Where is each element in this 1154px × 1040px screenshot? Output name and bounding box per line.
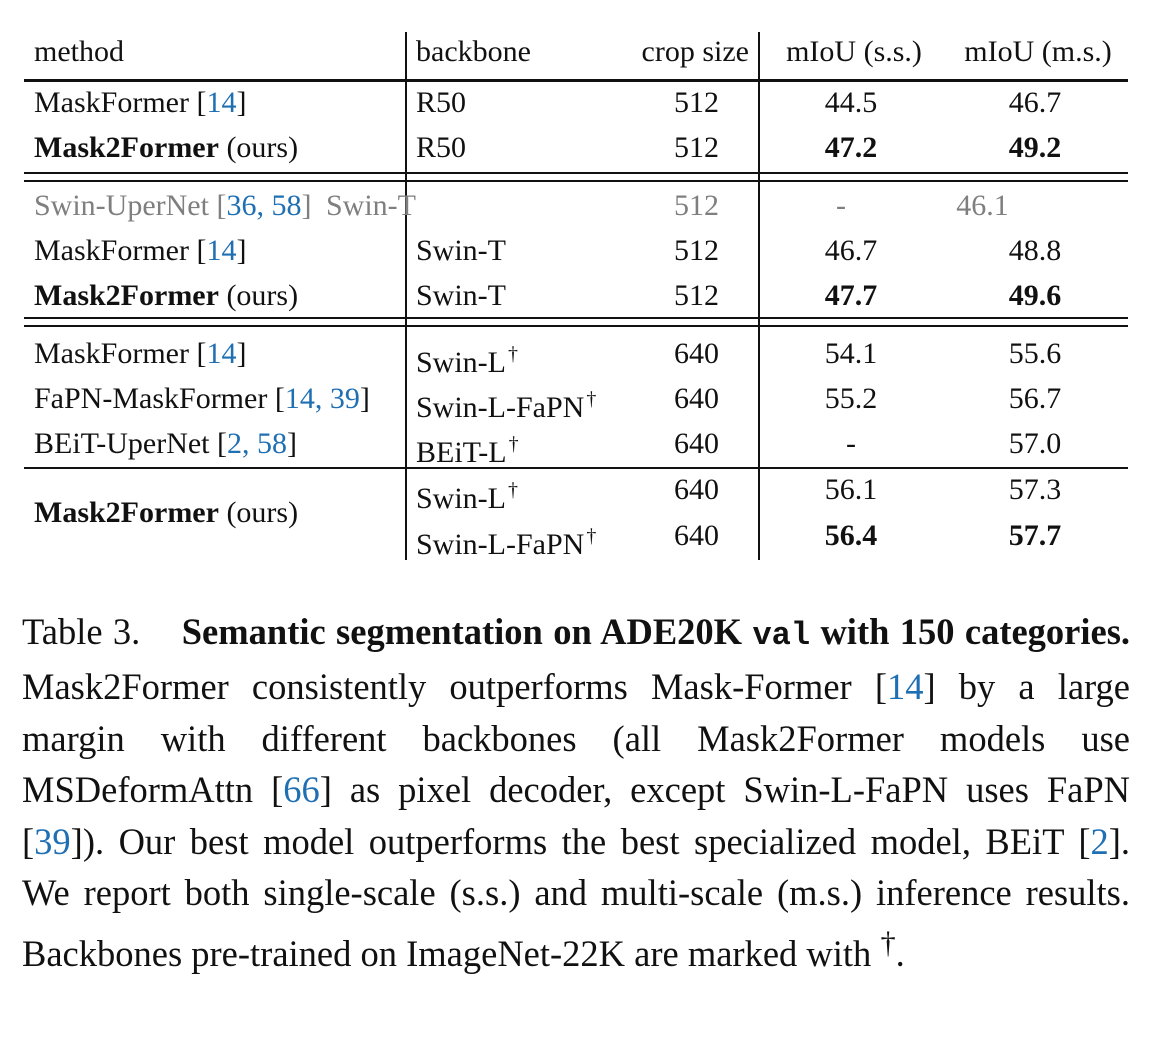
dagger-mark: † bbox=[508, 433, 519, 455]
dagger-mark: † bbox=[508, 343, 518, 365]
citation-link[interactable]: 14 bbox=[886, 666, 924, 708]
crop-size-cell: 512 bbox=[674, 234, 719, 267]
table-rule bbox=[24, 79, 1128, 82]
caption-title: Semantic segmentation on ADE20K val with… bbox=[181, 611, 1131, 654]
citation-link[interactable]: 14 bbox=[206, 86, 237, 119]
miou-ss-cell: 47.2 bbox=[824, 131, 878, 164]
backbone-cell: Swin-L † bbox=[416, 343, 518, 379]
miou-ms-cell: 57.0 bbox=[1008, 427, 1062, 460]
miou-ss-cell: 56.4 bbox=[824, 519, 878, 552]
miou-ms-cell: 56.7 bbox=[1008, 382, 1062, 415]
miou-ss-cell: 56.1 bbox=[824, 473, 878, 506]
crop-size-cell: 640 bbox=[674, 427, 719, 460]
dagger-mark: † bbox=[586, 388, 597, 410]
method-cell: Mask2Former (ours) bbox=[34, 496, 299, 529]
method-cell: Mask2Former (ours) bbox=[34, 131, 299, 164]
miou-ss-cell: 44.5 bbox=[824, 86, 878, 119]
miou-ss-cell: 46.7 bbox=[824, 234, 878, 267]
citation-link[interactable]: 14, 39 bbox=[284, 382, 360, 415]
column-divider bbox=[405, 32, 407, 560]
citation-link[interactable]: 2, 58 bbox=[227, 427, 288, 460]
table-rule bbox=[24, 180, 1128, 182]
method-cell: FaPN-MaskFormer [14, 39] bbox=[34, 382, 370, 415]
header-crop-size: crop size bbox=[641, 35, 749, 68]
miou-ms-cell: 49.2 bbox=[1008, 131, 1062, 164]
method-cell: Swin-UperNet [36, 58] bbox=[34, 189, 312, 222]
crop-size-cell: 640 bbox=[674, 382, 719, 415]
backbone-cell: Swin-L † bbox=[416, 479, 518, 515]
header-miou-ms: mIoU (m.s.) bbox=[964, 35, 1112, 68]
crop-size-cell: 640 bbox=[674, 519, 719, 552]
miou-ms-cell: 55.6 bbox=[1008, 337, 1062, 370]
results-table: method backbone crop size mIoU (s.s.) mIoU (… bbox=[24, 22, 1128, 562]
crop-size-cell: 512 bbox=[674, 86, 719, 119]
header-miou-ss: mIoU (s.s.) bbox=[786, 35, 922, 68]
method-cell: BEiT-UperNet [2, 58] bbox=[34, 427, 298, 460]
citation-link[interactable]: 14 bbox=[206, 337, 237, 370]
backbone-cell: Swin-T bbox=[416, 234, 506, 267]
citation-link[interactable]: 36, 58 bbox=[226, 189, 302, 222]
dagger-mark: † bbox=[508, 479, 518, 501]
table-rule bbox=[24, 172, 1128, 174]
miou-ss-cell: 47.7 bbox=[824, 279, 878, 312]
table-caption: Table 3. Semantic segmentation on ADE20K… bbox=[22, 611, 1131, 975]
header-backbone: backbone bbox=[416, 35, 531, 68]
crop-size-cell: 640 bbox=[674, 337, 719, 370]
miou-ms-cell: 48.8 bbox=[1008, 234, 1062, 267]
miou-ms-cell: 57.3 bbox=[1008, 473, 1062, 506]
miou-ms-cell: 46.7 bbox=[1008, 86, 1062, 119]
backbone-cell: Swin-L-FaPN † bbox=[416, 525, 597, 561]
citation-link[interactable]: 2 bbox=[1090, 820, 1109, 862]
crop-size-cell: 512 bbox=[674, 131, 719, 164]
caption-label: Table 3. bbox=[22, 611, 141, 652]
miou-ms-cell: 46.1 bbox=[956, 189, 1009, 222]
table-rule bbox=[24, 325, 1128, 327]
backbone-cell: Swin-T bbox=[416, 279, 506, 312]
miou-ss-cell: 55.2 bbox=[824, 382, 878, 415]
crop-size-cell: 512 bbox=[674, 279, 719, 312]
dagger-mark: † bbox=[586, 525, 597, 547]
column-divider bbox=[758, 32, 760, 560]
citation-link[interactable]: 66 bbox=[283, 769, 320, 811]
crop-size-cell: 640 bbox=[674, 473, 719, 506]
dagger-mark: † bbox=[880, 926, 896, 961]
miou-ms-cell: 57.7 bbox=[1008, 519, 1062, 552]
citation-link[interactable]: 14 bbox=[206, 234, 237, 267]
crop-size-cell: 512 bbox=[674, 189, 719, 222]
header-method: method bbox=[34, 35, 124, 68]
method-cell: MaskFormer [14] bbox=[34, 234, 247, 267]
miou-ms-cell: 49.6 bbox=[1008, 279, 1062, 312]
miou-ss-cell: 54.1 bbox=[824, 337, 878, 370]
miou-ss-cell: - bbox=[836, 189, 846, 222]
table-rule bbox=[24, 317, 1128, 319]
backbone-cell: BEiT-L † bbox=[416, 433, 519, 469]
backbone-cell: Swin-T bbox=[326, 189, 416, 222]
method-cell: MaskFormer [14] bbox=[34, 337, 247, 370]
backbone-cell: Swin-L-FaPN † bbox=[416, 388, 597, 424]
method-cell: Mask2Former (ours) bbox=[34, 279, 299, 312]
table-rule bbox=[24, 467, 1128, 469]
backbone-cell: R50 bbox=[416, 131, 467, 164]
miou-ss-cell: - bbox=[846, 427, 856, 460]
method-cell: MaskFormer [14] bbox=[34, 86, 247, 119]
citation-link[interactable]: 39 bbox=[34, 820, 71, 862]
backbone-cell: R50 bbox=[416, 86, 467, 119]
